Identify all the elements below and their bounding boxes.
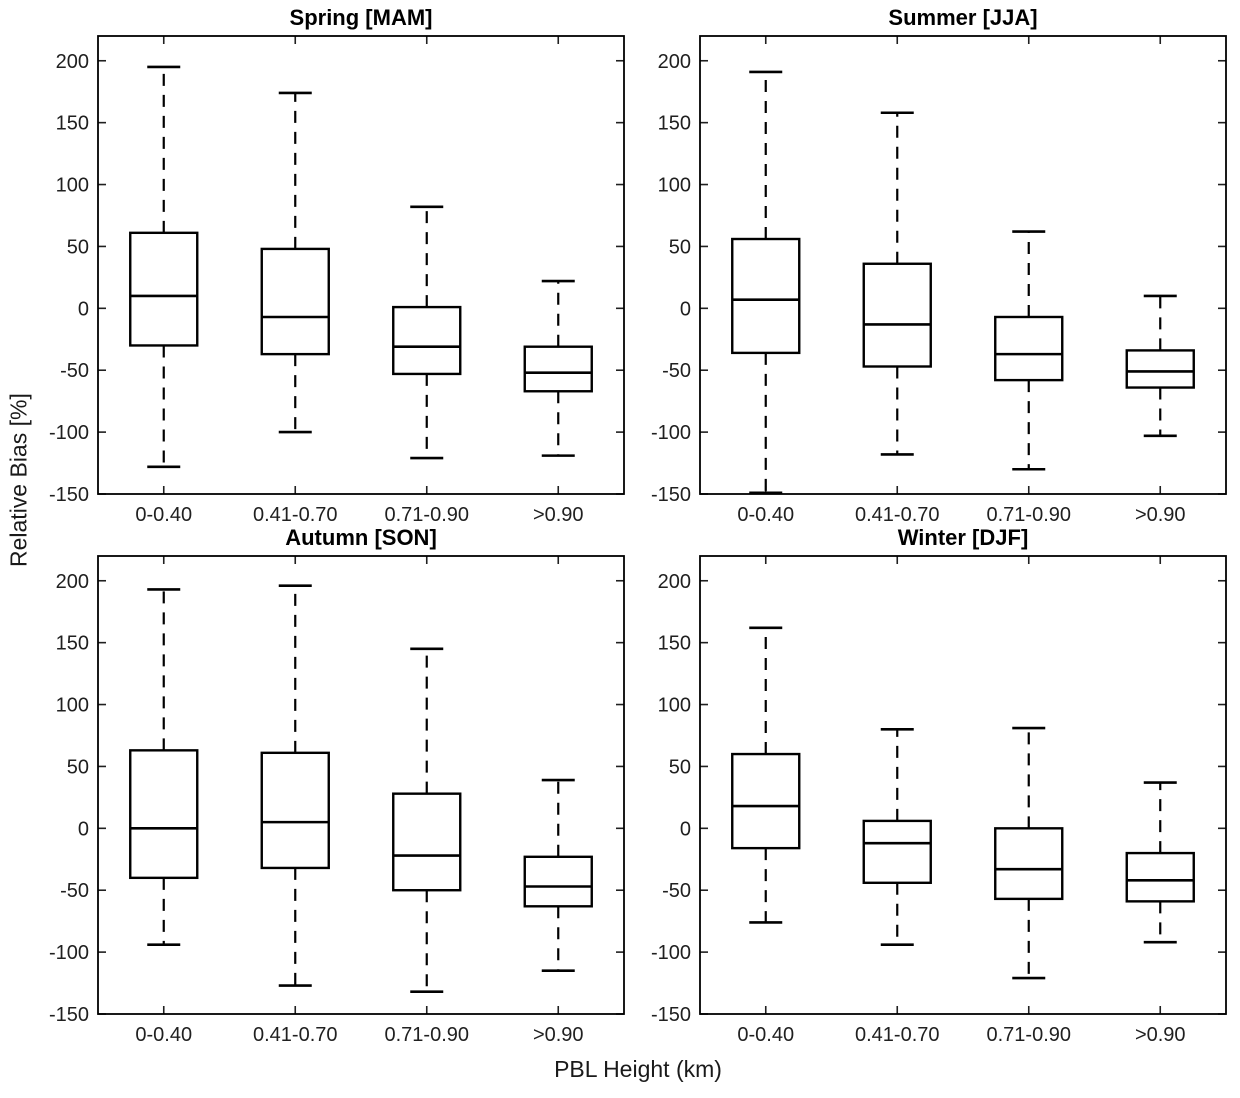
svg-text:200: 200 — [56, 51, 89, 73]
svg-text:0.71-0.90: 0.71-0.90 — [384, 1024, 469, 1046]
svg-text:-150: -150 — [651, 1004, 691, 1026]
svg-text:50: 50 — [67, 236, 89, 258]
svg-text:0.71-0.90: 0.71-0.90 — [384, 504, 469, 526]
svg-text:100: 100 — [658, 175, 691, 197]
svg-text:150: 150 — [658, 633, 691, 655]
svg-text:0.41-0.70: 0.41-0.70 — [253, 1024, 338, 1046]
y-axis-label: Relative Bias [%] — [5, 393, 32, 567]
svg-text:100: 100 — [658, 695, 691, 717]
svg-text:-50: -50 — [662, 880, 691, 902]
svg-text:0.71-0.90: 0.71-0.90 — [986, 504, 1071, 526]
svg-text:-100: -100 — [49, 422, 89, 444]
x-axis-label: PBL Height (km) — [554, 1056, 722, 1082]
svg-text:>0.90: >0.90 — [1135, 1024, 1186, 1046]
svg-text:200: 200 — [56, 571, 89, 593]
svg-text:-50: -50 — [60, 880, 89, 902]
panel-spring: Spring [MAM] 200 150 100 50 0 -50 -100 -150 0-0.… — [36, 5, 638, 528]
panel-title-autumn: Autumn [SON] — [285, 525, 437, 550]
panel-title-winter: Winter [DJF] — [897, 525, 1029, 550]
svg-text:150: 150 — [658, 113, 691, 135]
svg-text:>0.90: >0.90 — [533, 1024, 584, 1046]
svg-text:150: 150 — [56, 633, 89, 655]
svg-text:0-0.40: 0-0.40 — [737, 504, 794, 526]
svg-text:50: 50 — [669, 236, 691, 258]
svg-text:-100: -100 — [49, 942, 89, 964]
svg-text:100: 100 — [56, 175, 89, 197]
svg-text:-50: -50 — [60, 360, 89, 382]
panel-title-summer: Summer [JJA] — [888, 5, 1038, 30]
svg-text:0: 0 — [78, 818, 89, 840]
svg-text:0-0.40: 0-0.40 — [737, 1024, 794, 1046]
panel-winter: Winter [DJF] 200 150 100 50 0 -50 -100 -150 0-0.… — [638, 525, 1240, 1048]
svg-text:-150: -150 — [49, 1004, 89, 1026]
summer-boxplot-chart: 200 150 100 50 0 -50 -100 -150 0-0.40 0.41-0.70 0.… — [651, 35, 1227, 526]
svg-text:-100: -100 — [651, 422, 691, 444]
svg-text:-150: -150 — [651, 484, 691, 506]
svg-text:0: 0 — [78, 298, 89, 320]
svg-text:-150: -150 — [49, 484, 89, 506]
svg-text:-50: -50 — [662, 360, 691, 382]
svg-text:0: 0 — [680, 298, 691, 320]
panel-title-spring: Spring [MAM] — [289, 5, 433, 30]
svg-text:0-0.40: 0-0.40 — [135, 1024, 192, 1046]
panel-autumn: Autumn [SON] 200 150 100 50 0 -50 -100 -150 0-0.… — [36, 525, 638, 1048]
svg-text:0.41-0.70: 0.41-0.70 — [855, 504, 940, 526]
svg-text:50: 50 — [67, 756, 89, 778]
panel-grid: Spring [MAM] 200 150 100 50 0 -50 -100 -150 0-0.… — [36, 5, 1240, 1048]
svg-text:>0.90: >0.90 — [533, 504, 584, 526]
svg-text:50: 50 — [669, 756, 691, 778]
svg-text:0.41-0.70: 0.41-0.70 — [253, 504, 338, 526]
autumn-boxplot-chart: 200 150 100 50 0 -50 -100 -150 0-0.40 0.41-0.70 0.… — [49, 555, 625, 1046]
spring-boxplot-chart: 200 150 100 50 0 -50 -100 -150 0-0.40 0.41-0.70 0.… — [49, 35, 625, 526]
panel-summer: Summer [JJA] 200 150 100 50 0 -50 -100 -150 0-0.… — [638, 5, 1240, 528]
svg-text:-100: -100 — [651, 942, 691, 964]
svg-text:0-0.40: 0-0.40 — [135, 504, 192, 526]
svg-text:100: 100 — [56, 695, 89, 717]
svg-text:>0.90: >0.90 — [1135, 504, 1186, 526]
svg-text:200: 200 — [658, 51, 691, 73]
svg-text:150: 150 — [56, 113, 89, 135]
svg-text:0.41-0.70: 0.41-0.70 — [855, 1024, 940, 1046]
svg-text:0: 0 — [680, 818, 691, 840]
svg-text:200: 200 — [658, 571, 691, 593]
svg-text:0.71-0.90: 0.71-0.90 — [986, 1024, 1071, 1046]
winter-boxplot-chart: 200 150 100 50 0 -50 -100 -150 0-0.40 0.41-0.70 0.… — [651, 555, 1227, 1046]
